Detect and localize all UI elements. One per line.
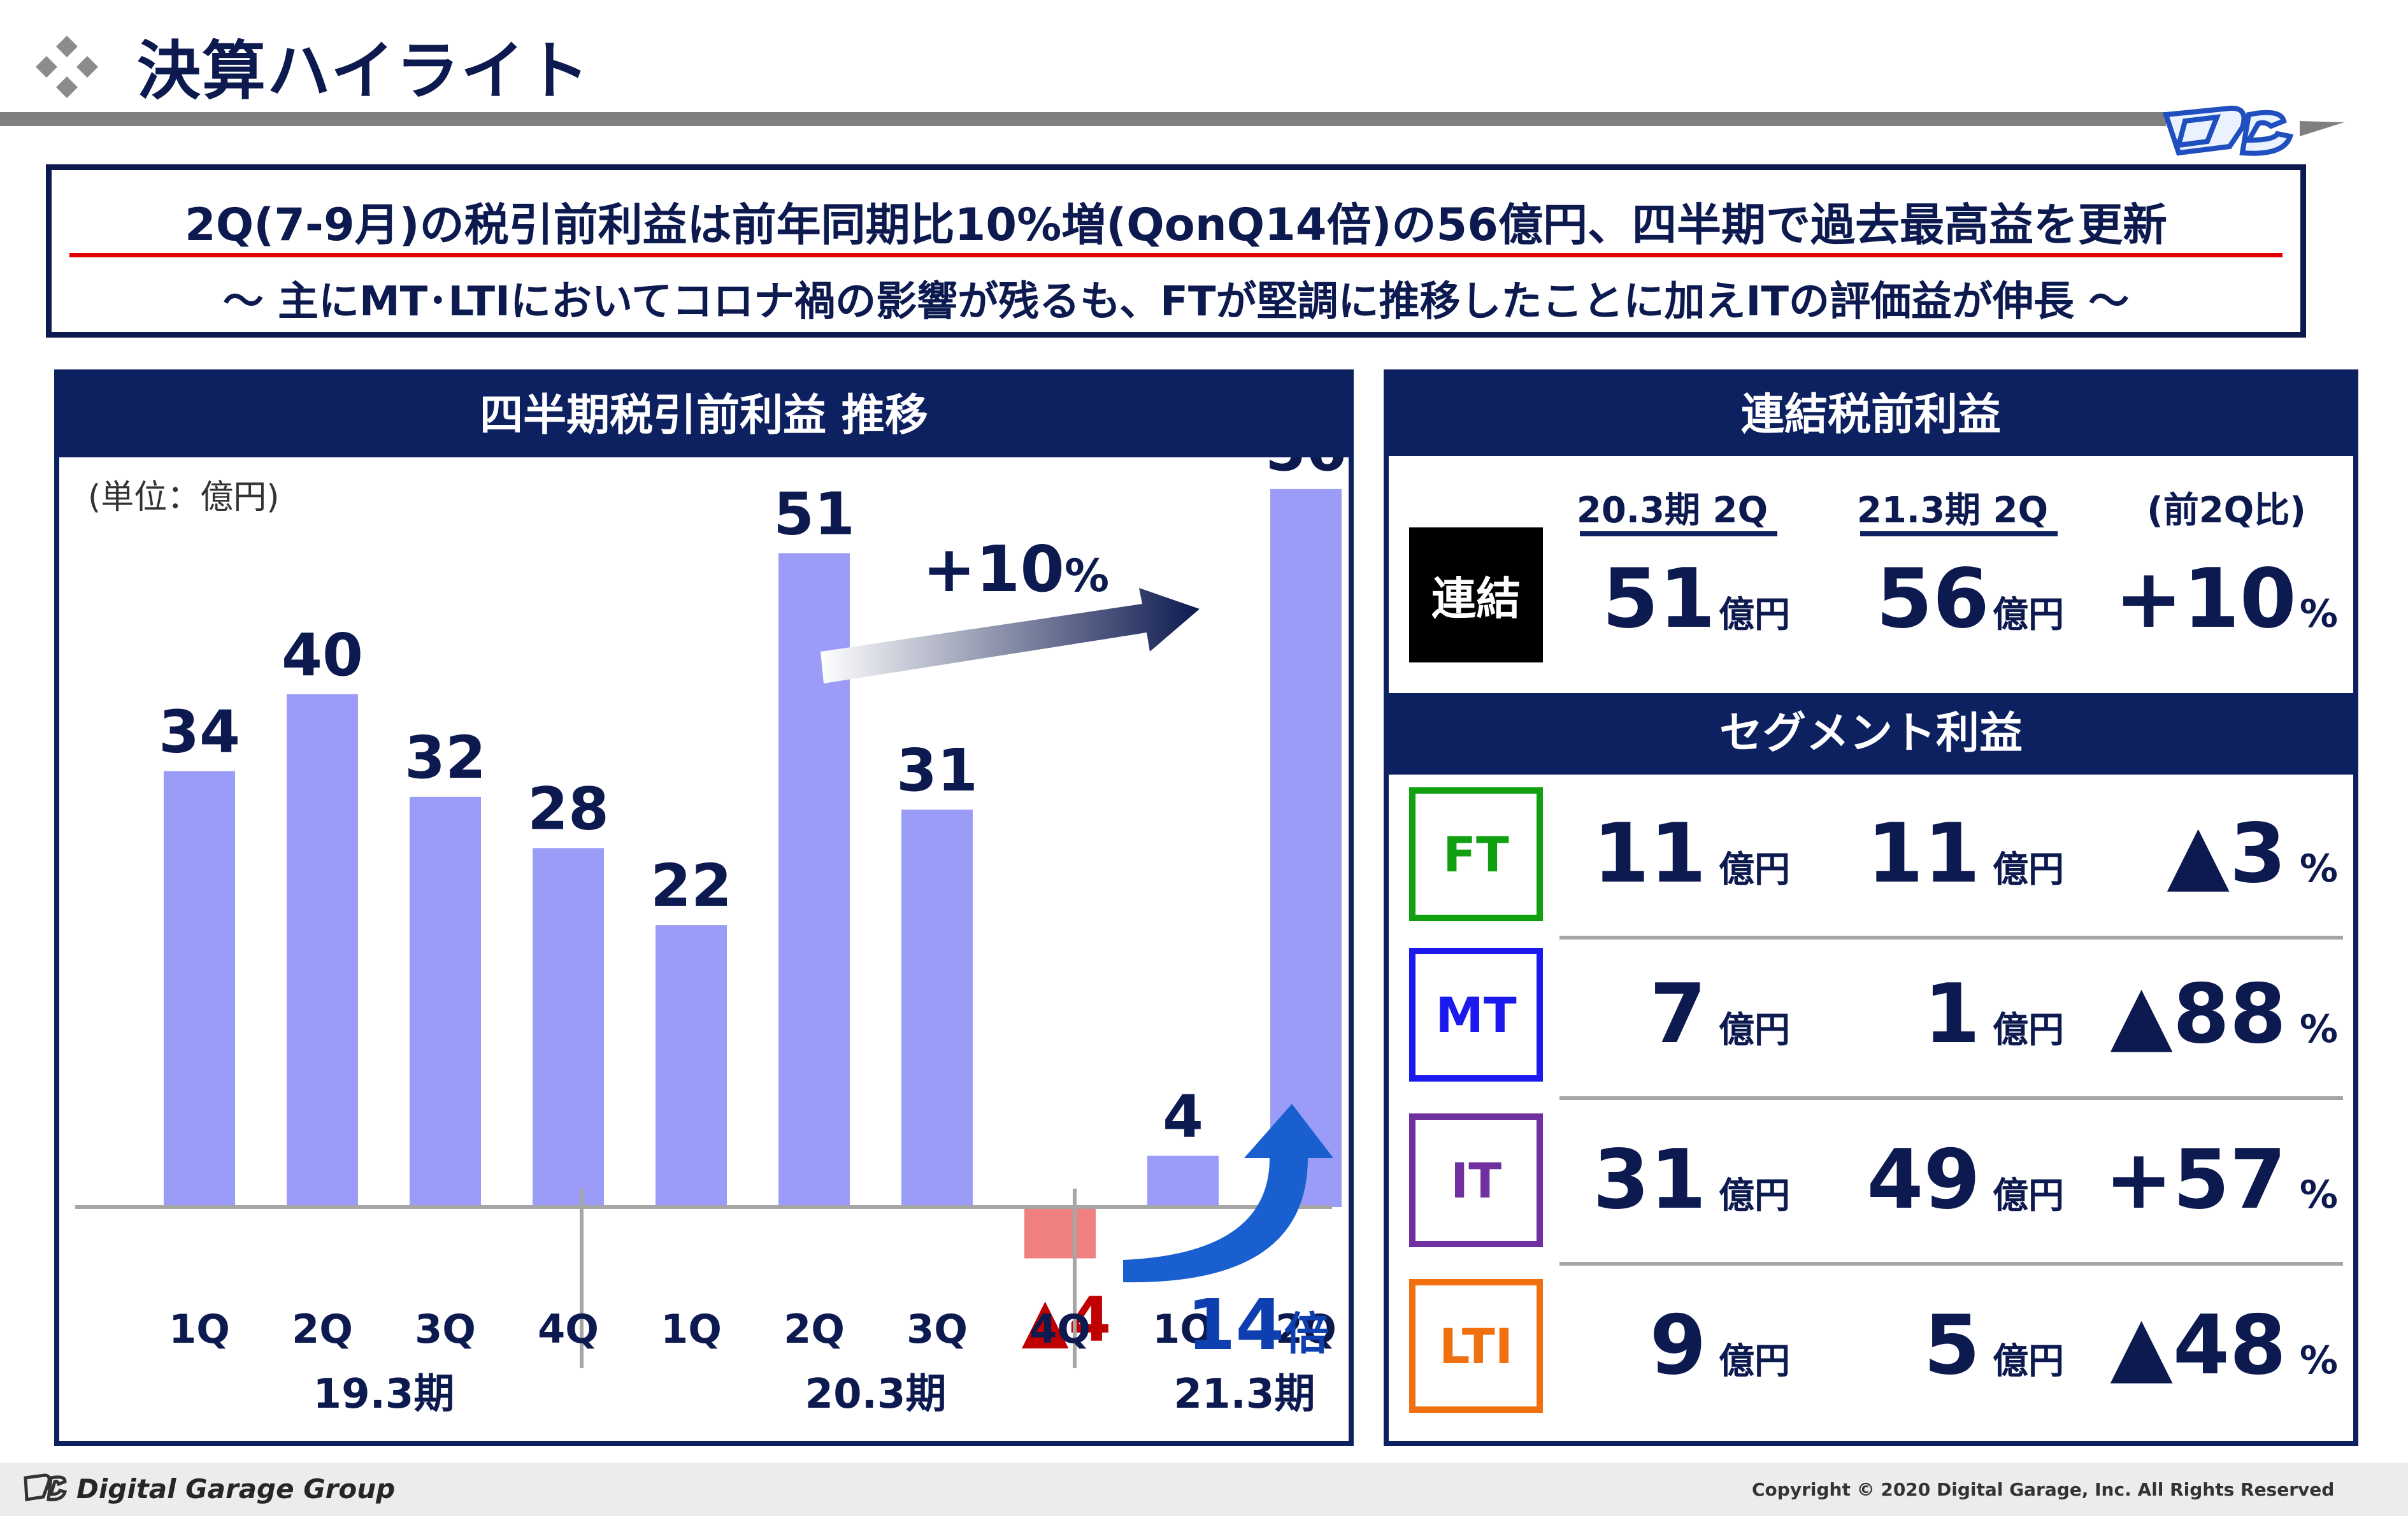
segment-prev: 11 億円	[1593, 806, 1790, 901]
bar	[1270, 489, 1342, 1207]
data-label: 56	[1265, 457, 1347, 484]
bar-chart: (単位：億円) 34 40 32 28 22 51 31 ▲4 4 56 1Q 2Q 3Q 4Q 1Q 2Q…	[75, 457, 1347, 1418]
category-label: 4Q	[1029, 1306, 1091, 1352]
segment-row-divider	[1559, 1262, 2343, 1266]
data-label: 40	[282, 621, 363, 689]
profit-summary-panel: 連結税前利益 20.3期 2Q 21.3期 2Q (前2Q比) 連結 51 億円…	[1384, 369, 2358, 1446]
summary-box: 2Q(7-9月)の税引前利益は前年同期比10%増(QonQ14倍)の56億円、四…	[46, 164, 2306, 338]
segment-row-divider	[1559, 1096, 2343, 1100]
category-label: 2Q	[292, 1306, 353, 1352]
summary-headline: 2Q(7-9月)の税引前利益は前年同期比10%増(QonQ14倍)の56億円、四…	[185, 199, 2167, 251]
segment-curr: 11 億円	[1867, 806, 2064, 901]
bar	[533, 848, 604, 1207]
segment-label-ft: FT	[1409, 787, 1543, 921]
segment-prev: 7 億円	[1649, 967, 1790, 1062]
growth-arrow-icon	[821, 588, 1200, 683]
unit-note: (単位：億円)	[88, 478, 280, 517]
segment-prev: 9 億円	[1649, 1298, 1790, 1393]
summary-divider	[69, 253, 2283, 257]
header-divider	[0, 112, 2166, 126]
bar	[901, 809, 973, 1207]
segment-row-divider	[1559, 936, 2343, 940]
quarterly-profit-chart-panel: 四半期税引前利益 推移 (単位：億円) 34 40 32 28 22 51 31 ▲4 4 56 …	[54, 369, 1354, 1446]
data-label: ▲4	[1022, 1284, 1112, 1355]
data-label: 34	[159, 698, 240, 766]
column-underline	[1860, 531, 2058, 536]
dg-logo-icon	[2162, 105, 2344, 156]
period-group-label: 20.3期	[805, 1371, 947, 1418]
category-label: 4Q	[538, 1306, 599, 1352]
segment-change: ▲48 %	[2110, 1298, 2338, 1393]
category-label: 1Q	[169, 1306, 230, 1352]
segment-label-it: IT	[1409, 1113, 1543, 1247]
bar	[410, 796, 481, 1207]
bar	[1024, 1207, 1096, 1259]
column-header: 21.3期 2Q	[1856, 490, 2049, 531]
bar	[656, 925, 727, 1207]
data-label: 22	[650, 852, 732, 920]
column-header: 20.3期 2Q	[1576, 490, 1768, 531]
consolidated-curr: 56 億円	[1875, 552, 2064, 647]
segment-curr: 5 億円	[1923, 1298, 2064, 1393]
dg-footer-logo-icon	[24, 1473, 68, 1501]
consolidated-change: +10 %	[2114, 552, 2338, 647]
segment-curr: 49 億円	[1867, 1133, 2064, 1227]
page-title: 決算ハイライト	[137, 34, 591, 108]
data-label: 32	[405, 724, 486, 792]
column-header: (前2Q比)	[2147, 490, 2306, 531]
bar	[164, 771, 235, 1207]
summary-subline: ～ 主にMT･LTIにおいてコロナ禍の影響が残るも、FTが堅調に推移したことに加…	[222, 278, 2130, 325]
period-group-label: 21.3期	[1174, 1371, 1315, 1418]
consolidated-title: 連結税前利益	[1389, 375, 2353, 456]
period-group-label: 19.3期	[313, 1371, 455, 1418]
category-label: 1Q	[1152, 1306, 1214, 1352]
column-underline	[1580, 531, 1777, 536]
category-label: 2Q	[784, 1306, 845, 1352]
category-label: 2Q	[1275, 1306, 1337, 1352]
chart-title: 四半期税引前利益 推移	[59, 375, 1349, 457]
segment-title: セグメント利益	[1389, 693, 2353, 775]
category-label: 3Q	[907, 1306, 968, 1352]
data-label: 28	[527, 775, 609, 843]
footer-brand: Digital Garage Group	[76, 1473, 396, 1505]
segment-curr: 1 億円	[1923, 967, 2064, 1062]
consolidated-row-label: 連結	[1409, 527, 1543, 662]
segment-change: +57 %	[2104, 1133, 2338, 1227]
consolidated-prev: 51 億円	[1602, 552, 1790, 647]
segment-change: ▲3 %	[2167, 806, 2338, 901]
segment-label-mt: MT	[1409, 948, 1543, 1082]
data-label: 51	[773, 480, 855, 548]
bar	[1147, 1155, 1219, 1207]
multiple-annotation: 14倍	[1187, 1284, 1329, 1366]
diamond-cluster-icon	[36, 36, 98, 98]
segment-label-lti: LTI	[1409, 1279, 1543, 1413]
category-label: 1Q	[661, 1306, 722, 1352]
data-label: 31	[896, 736, 978, 804]
copyright-notice: Copyright © 2020 Digital Garage, Inc. Al…	[1752, 1479, 2335, 1500]
category-label: 3Q	[415, 1306, 476, 1352]
footer-bar	[0, 1462, 2408, 1516]
growth-annotation: +10%	[922, 532, 1109, 606]
data-label: 4	[1163, 1082, 1203, 1150]
segment-prev: 31 億円	[1593, 1133, 1790, 1227]
curved-arrow-icon	[1123, 1104, 1333, 1283]
bar	[287, 694, 358, 1207]
segment-change: ▲88 %	[2110, 967, 2338, 1062]
